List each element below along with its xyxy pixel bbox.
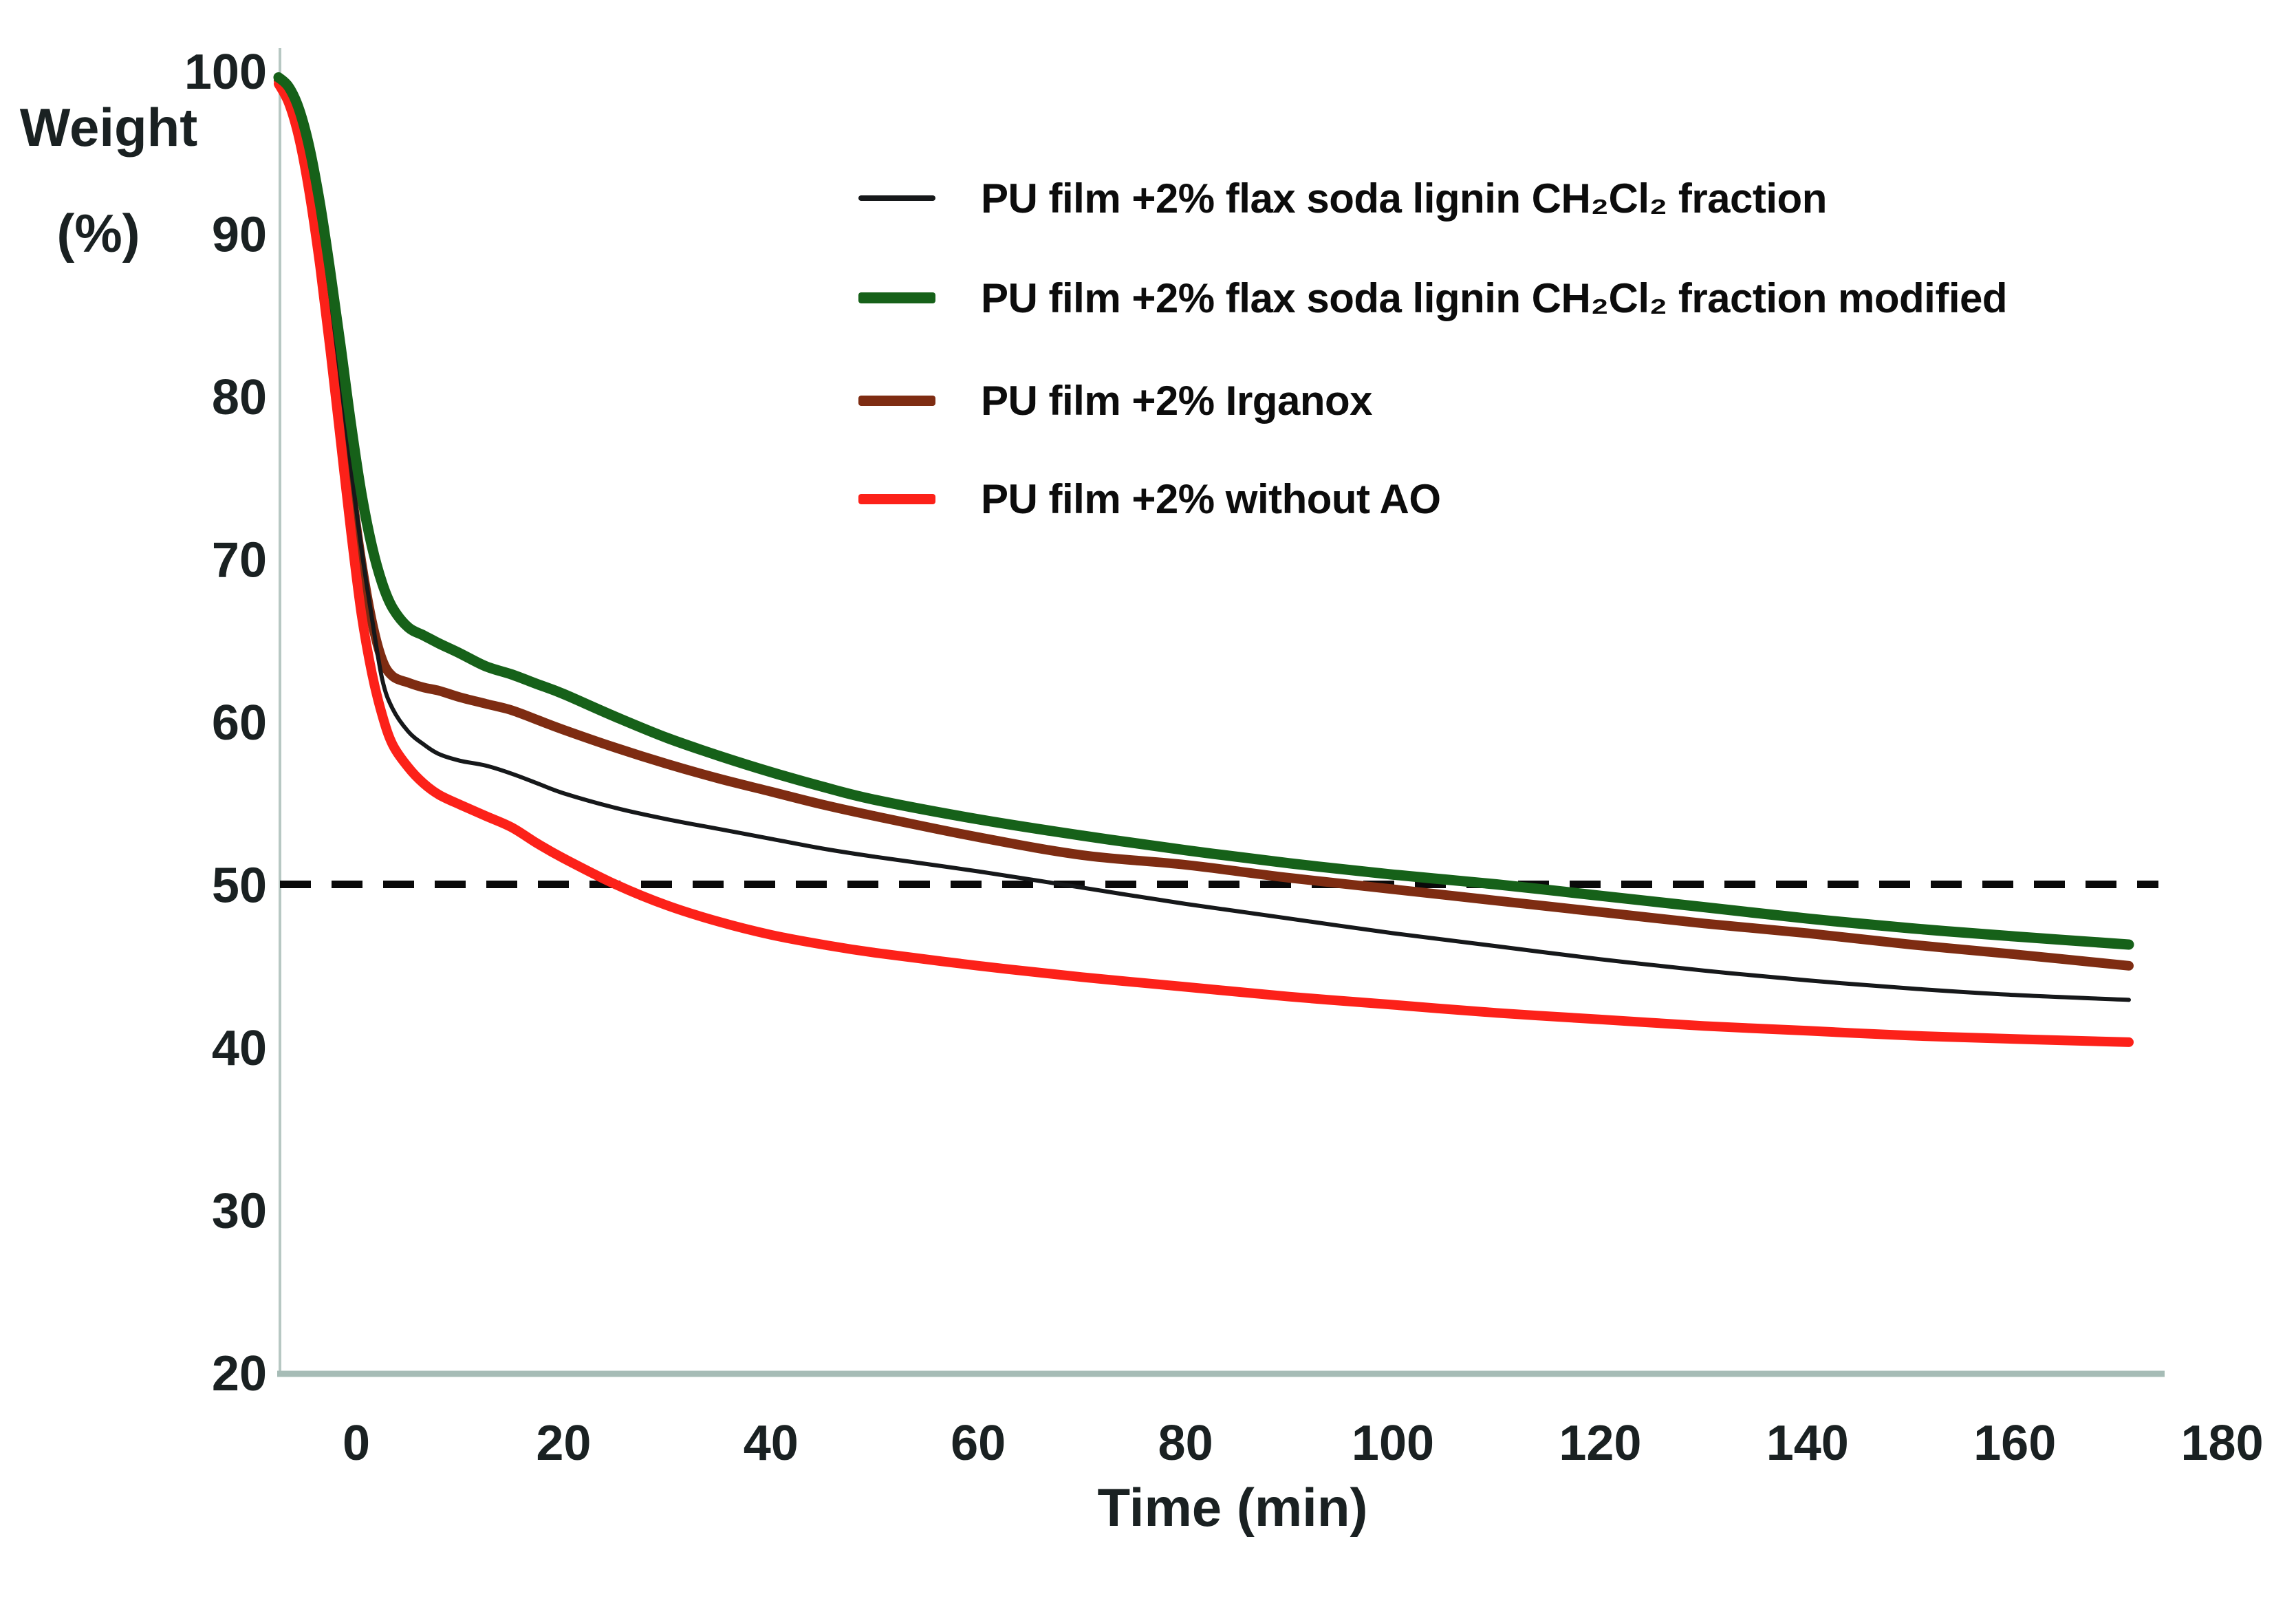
series-curve: [273, 78, 2134, 1047]
series-curve: [273, 72, 2134, 950]
x-tick-label: 20: [536, 1416, 591, 1471]
y-tick-label: 80: [212, 370, 267, 425]
series-curve: [273, 76, 2134, 971]
x-tick-label: 0: [343, 1416, 370, 1471]
x-tick-label: 100: [1352, 1416, 1434, 1471]
x-tick-label: 140: [1766, 1416, 1849, 1471]
y-tick-label: 90: [212, 208, 267, 263]
x-tick-label: 160: [1973, 1416, 2056, 1471]
y-tick-label: 40: [212, 1021, 267, 1076]
x-tick-label: 180: [2181, 1416, 2264, 1471]
y-tick-label: 70: [212, 533, 267, 588]
y-axis-title: Weight: [19, 97, 198, 158]
y-tick-label: 50: [212, 859, 267, 914]
x-tick-label: 80: [1158, 1416, 1213, 1471]
y-tick-label: 20: [212, 1346, 267, 1401]
x-tick-label: 40: [744, 1416, 799, 1471]
x-tick-label: 60: [951, 1416, 1006, 1471]
series-curve: [276, 76, 2131, 1002]
y-tick-label: 30: [212, 1184, 267, 1239]
x-tick-label: 120: [1559, 1416, 1641, 1471]
y-tick-label: 60: [212, 696, 267, 751]
y-tick-label: 100: [184, 45, 267, 100]
y-axis-title-units: (%): [56, 203, 140, 263]
x-axis-title: Time (min): [1097, 1477, 1368, 1538]
